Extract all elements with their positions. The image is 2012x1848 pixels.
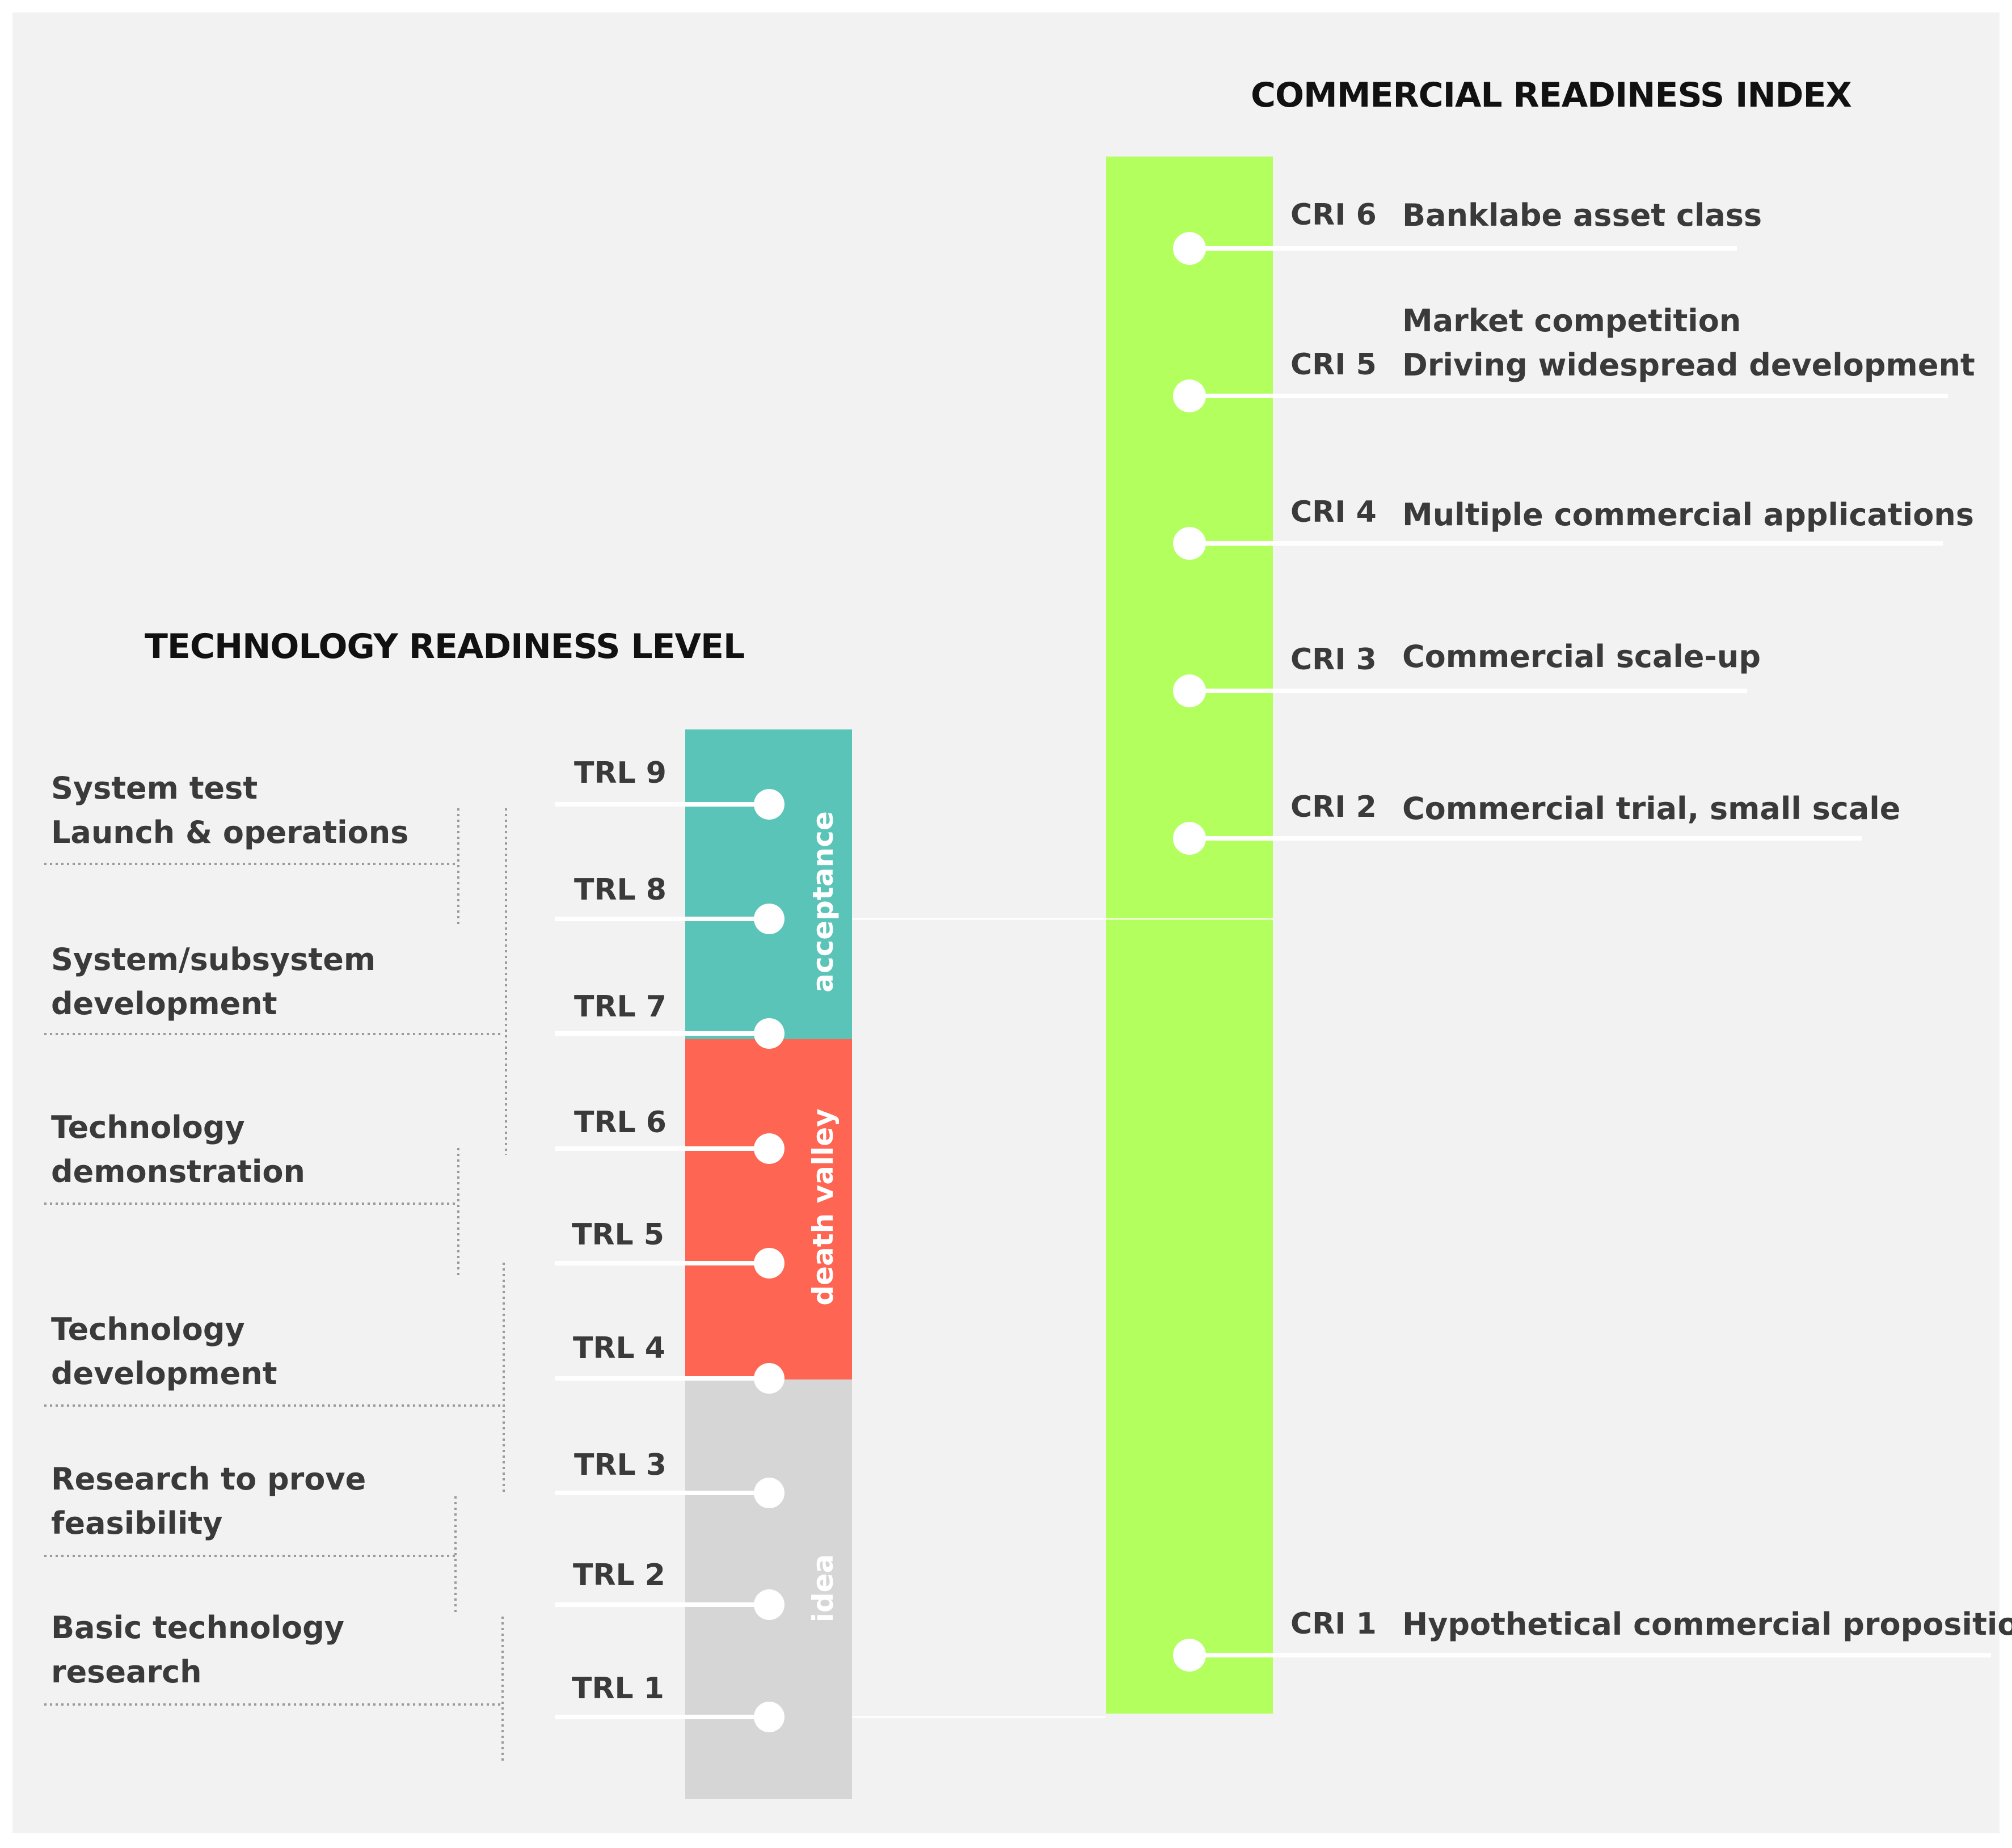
trl-2-dot [754,1589,784,1620]
zone-label-acceptance: acceptance [807,811,840,993]
stage-line: Technology [51,1109,245,1145]
cri-dots [1173,232,1206,1672]
stage-line: development [51,1356,277,1391]
trl-6-label: TRL 6 [574,1106,667,1140]
stage-line: System test [51,770,258,806]
trl-title: TECHNOLOGY READINESS LEVEL [145,627,744,666]
stage-technology-development: Technology development [51,1311,277,1391]
cri-1-label: CRI 1 [1290,1607,1377,1641]
cri-5-label: CRI 5 [1290,348,1377,382]
trl-6-dot [754,1133,784,1164]
cri-4-label: CRI 4 [1290,495,1377,529]
cri-5-description: Driving widespread development [1402,347,1975,383]
trl-8-dot [754,904,784,934]
cri-3-description: Commercial scale-up [1402,639,1761,674]
stage-line: development [51,986,277,1022]
trl-9-dot [754,789,784,820]
zone-death-valley [685,1039,852,1379]
stage-brackets [454,808,507,1763]
trl-2-label: TRL 2 [573,1558,665,1592]
cri-title: COMMERCIAL READINESS INDEX [1251,75,1851,115]
cri-6-dot [1173,232,1206,265]
stage-line: Technology [51,1311,245,1347]
diagram-background [12,12,2000,1833]
trl-4-dot [754,1363,784,1394]
trl-3-dot [754,1478,784,1508]
cri-2-dot [1173,822,1206,855]
cri-4-dot [1173,527,1206,560]
cri-5-description: Market competition [1402,303,1741,339]
trl-9-label: TRL 9 [574,756,667,790]
stage-line: Launch & operations [51,815,408,850]
stage-technology-demonstration: Technology demonstration [51,1109,305,1189]
trl-8-label: TRL 8 [574,873,667,907]
zone-label-death-valley: death valley [807,1108,840,1305]
stage-underlines [44,863,504,1706]
trl-5-label: TRL 5 [572,1218,664,1252]
cri-connectors [1190,246,1991,1657]
stage-line: research [51,1654,202,1690]
trl-3-label: TRL 3 [574,1448,667,1482]
cri-3-dot [1173,674,1206,707]
cri-3-label: CRI 3 [1290,643,1377,677]
stage-line: System/subsystem [51,942,376,977]
trl-dots [754,789,784,1732]
zone-acceptance [685,729,852,1039]
trl-5-dot [754,1248,784,1279]
stage-system-development: System/subsystem development [51,942,376,1022]
trl-7-label: TRL 7 [574,990,667,1024]
cri-5-dot [1173,379,1206,412]
cri-2-label: CRI 2 [1290,790,1377,824]
zone-label-idea: idea [807,1554,840,1623]
trl-7-dot [754,1018,784,1049]
cri-4-description: Multiple commercial applications [1402,497,1974,533]
trl-1-label: TRL 1 [572,1672,664,1706]
stage-line: feasibility [51,1505,222,1541]
stage-line: demonstration [51,1154,305,1189]
trl-4-label: TRL 4 [573,1331,665,1365]
cri-1-description: Hypothetical commercial proposition [1402,1606,2012,1642]
stage-research-feasibility: Research to prove feasibility [51,1461,366,1541]
cri-1-dot [1173,1639,1206,1672]
cri-bar [1106,157,1273,1714]
stage-line: Research to prove [51,1461,366,1497]
stage-basic-research: Basic technology research [51,1610,344,1690]
cri-2-description: Commercial trial, small scale [1402,791,1900,826]
stage-system-test: System test Launch & operations [51,770,408,850]
cri-6-label: CRI 6 [1290,198,1377,232]
trl-1-dot [754,1702,784,1732]
trl-connectors [555,802,769,1719]
cri-6-description: Banklabe asset class [1402,197,1762,233]
stage-line: Basic technology [51,1610,344,1646]
